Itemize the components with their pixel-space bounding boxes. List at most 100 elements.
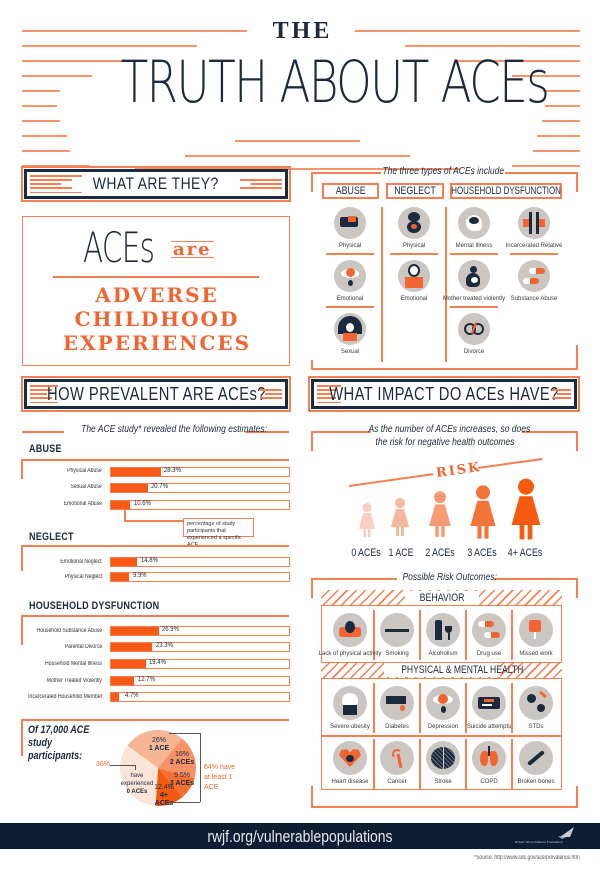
outcome-cancer: Cancer <box>369 735 425 791</box>
type-household-dysfunction: HOUSEHOLD DYSFUNCTION <box>450 183 562 199</box>
bone-icon <box>519 741 553 775</box>
rwjf-org-name: Robert Wood Johnson Foundation <box>515 840 563 844</box>
figure-label-0: 0 ACEs <box>351 547 381 559</box>
figure-label-3: 3 ACEs <box>467 547 497 559</box>
obesity-icon <box>333 686 367 720</box>
group-neglect: NEGLECT <box>29 531 74 543</box>
impact-caption-1: As the number of ACEs increases, so does <box>368 424 531 435</box>
pie-zero-pct: 36% <box>96 761 111 768</box>
outcome-copd: COPD <box>461 735 517 791</box>
outcome-suicide-attempts: Suicide attempts <box>461 680 517 736</box>
outcome-missed-work: Missed work <box>508 607 564 663</box>
page-title: TRUTH ABOUT ACEs <box>120 48 550 116</box>
outcome-lack-of-physical-activity: Lack of physical activity <box>319 607 381 663</box>
group-household-dysfunction: HOUSEHOLD DYSFUNCTION <box>29 600 160 612</box>
footer-url-link[interactable]: rwjf.org/vulnerablepopulations <box>207 827 393 846</box>
prevalence-caption: The ACE study* revealed the following es… <box>81 424 267 435</box>
what-are-they-header: WHAT ARE THEY? <box>21 166 291 202</box>
bottle-icon <box>426 613 460 647</box>
label-divorce: Divorce <box>463 349 485 355</box>
figure-label-1: 1 ACE <box>388 547 414 559</box>
pie-bracket-label: 64% have at least 1 ACE <box>204 764 236 791</box>
divider <box>53 276 259 278</box>
title-the: THE <box>272 18 333 44</box>
office-chair-icon <box>519 613 553 647</box>
behavior-header: BEHAVIOR <box>405 591 479 605</box>
couch-icon <box>333 613 367 647</box>
what-impact-header: WHAT IMPACT DO ACEs HAVE? <box>308 376 580 412</box>
pills-icon <box>518 260 550 292</box>
pie-slice-2aces: 16% 2 ACEs <box>169 751 195 766</box>
teddy-bear-icon <box>398 207 430 239</box>
physical-abuse-icon <box>334 207 366 239</box>
type-abuse: ABUSE <box>322 183 379 199</box>
girl-figure-4plus-aces-icon <box>510 477 542 546</box>
germ-icon <box>519 686 553 720</box>
adverse-word: ADVERSE <box>95 283 219 307</box>
label-sexual-abuse: Sexual <box>340 349 360 355</box>
cigarette-icon <box>380 613 414 647</box>
mental-illness-head-icon <box>458 207 490 239</box>
heart-skull-icon <box>333 741 367 775</box>
bar-legend-note: percentage of study participants that ex… <box>183 518 254 548</box>
girl-figure-0-aces-icon <box>358 502 376 543</box>
childhood-word: CHILDHOOD <box>74 307 240 331</box>
pie-slice-4plus-aces: 12.4% 4+ ACEs <box>154 784 174 807</box>
pie-slice-0aces: have experienced 0 ACEs <box>120 773 154 795</box>
sexual-abuse-icon <box>334 313 366 345</box>
tear-eye-icon <box>426 686 460 720</box>
impact-caption-2: the risk for negative health outcomes <box>375 437 515 448</box>
pie-slice-1ace: 26% 1 ACE <box>148 737 170 752</box>
how-prevalent-header: HOW PREVALENT ARE ACEs? <box>21 376 291 412</box>
pie-slice-3aces: 9.5% 3 ACEs <box>169 772 195 787</box>
divorce-rings-icon <box>458 313 490 345</box>
source-note: *Source: http://www.cdc.gov/ace/prevalen… <box>474 855 580 861</box>
cancer-ribbon-icon <box>380 741 414 775</box>
label-substance-abuse: Substance Abuse <box>510 296 558 302</box>
outcome-depression: Depression <box>415 680 471 736</box>
figure-label-4: 4+ ACEs <box>507 547 543 559</box>
emotional-abuse-eye-icon <box>334 260 366 292</box>
ace-count-pie-chart <box>120 730 196 806</box>
label-emotional-abuse: Emotional <box>336 296 364 302</box>
outcome-heart-disease: Heart disease <box>322 735 378 791</box>
outcome-severe-obesity: Severe obesity <box>322 680 378 736</box>
finger-blood-drop-icon <box>380 686 414 720</box>
group-abuse: ABUSE <box>29 443 62 455</box>
experiences-word: EXPERIENCES <box>62 331 252 355</box>
aces-definition-box: ACEs are ADVERSE CHILDHOOD EXPERIENCES <box>22 216 290 366</box>
what-impact-title: WHAT IMPACT DO ACEs HAVE? <box>329 383 559 404</box>
mother-violence-icon <box>458 260 490 292</box>
label-emotional-neglect: Emotional <box>400 296 428 302</box>
label-mental-illness: Mental Illness <box>455 243 493 249</box>
label-incarcerated-relative: Incarcerated Relative <box>505 243 563 249</box>
label-physical-abuse: Physical <box>338 243 362 249</box>
outcomes-caption: Possible Risk Outcomes: <box>402 572 497 583</box>
aces-word: ACEs <box>83 223 155 272</box>
what-are-they-title: WHAT ARE THEY? <box>93 174 219 193</box>
emotional-neglect-icon <box>398 260 430 292</box>
label-mother-treated-violently: Mother treated violently <box>442 296 506 302</box>
health-header: PHYSICAL & MENTAL HEALTH <box>384 663 523 677</box>
risk-label: RISK <box>435 459 483 482</box>
outcome-stroke: Stroke <box>415 735 471 791</box>
outcome-alcoholism: Alcoholism <box>415 607 471 663</box>
are-word: are <box>171 239 214 260</box>
outcome-diabetes: Diabetes <box>369 680 425 736</box>
brain-icon <box>426 741 460 775</box>
figure-label-2: 2 ACEs <box>425 547 455 559</box>
lungs-icon <box>472 741 506 775</box>
outcome-stds: STDs <box>508 680 564 736</box>
pie-caption: Of 17,000 ACE study participants: <box>28 724 90 762</box>
outcome-drug-use: Drug use <box>461 607 517 663</box>
girl-figure-3-aces-icon <box>469 484 497 545</box>
outcome-smoking: Smoking <box>369 607 425 663</box>
incarcerated-relative-icon <box>518 207 550 239</box>
girl-figure-2-aces-icon <box>428 490 452 543</box>
types-caption: The three types of ACEs include <box>382 166 505 177</box>
outcome-broken-bones: Broken bones <box>508 735 564 791</box>
footer-bar: rwjf.org/vulnerablepopulations Robert Wo… <box>0 823 600 849</box>
girl-figure-1-ace-icon <box>390 497 410 542</box>
type-neglect: NEGLECT <box>386 183 444 199</box>
rwjf-wing-logo-icon <box>558 826 576 839</box>
